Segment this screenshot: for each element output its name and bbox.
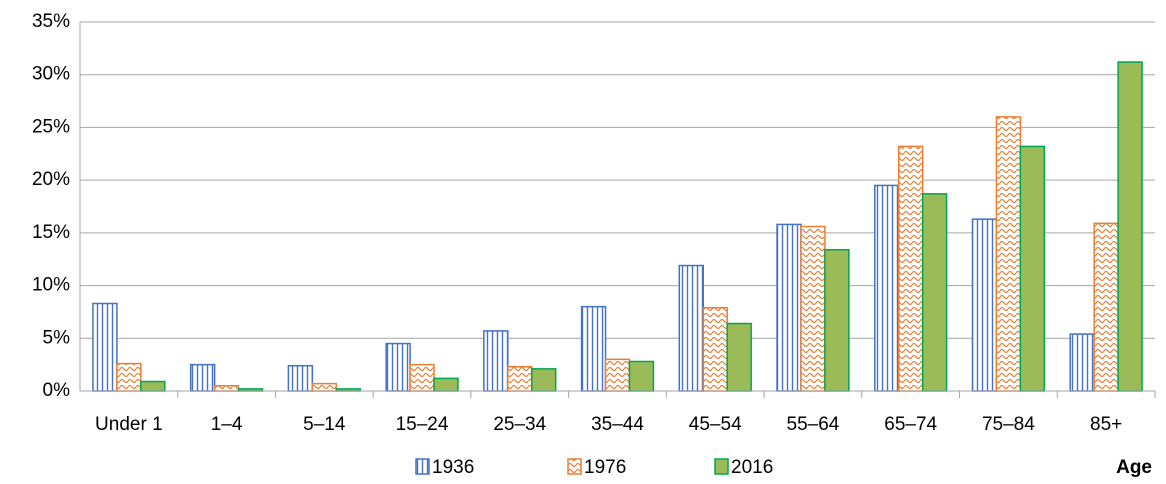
bar [1019,145,1046,392]
bar [800,225,826,392]
x-tick-label: 45–54 [689,414,742,435]
bar [628,360,655,392]
bar [116,362,142,392]
bar [1117,61,1143,392]
legend-swatch [714,458,729,475]
bar [921,193,948,392]
bar [604,358,631,392]
y-tick-label: 35% [32,11,70,32]
y-tick-label: 25% [32,116,70,137]
legend-label: 2016 [731,457,773,478]
x-tick-label: Under 1 [95,414,163,435]
y-tick-label: 20% [32,169,70,190]
bar [433,377,459,392]
x-tick-label: 1–4 [211,414,243,435]
bar [140,380,166,392]
bar [287,364,314,392]
legend-swatch [415,458,430,475]
bar [189,363,216,392]
legend-label: 1936 [432,457,474,478]
y-tick-label: 15% [32,222,70,243]
bar [726,322,752,392]
bar [213,384,240,392]
bar [1069,333,1095,392]
y-tick-label: 5% [43,327,71,348]
y-tick-label: 30% [32,64,70,85]
bar [678,264,705,392]
x-tick-label: 15–24 [396,414,449,435]
x-tick-label: 35–44 [591,414,644,435]
x-tick-label: 25–34 [493,414,546,435]
y-tick-label: 0% [43,380,71,401]
bar [311,382,338,392]
bar [897,145,924,392]
x-tick-label: 75–84 [982,414,1035,435]
bar [385,342,411,392]
bar [702,306,728,392]
x-tick-label: 65–74 [884,414,937,435]
bar [824,248,850,392]
bar [530,368,557,392]
bar [483,330,509,392]
x-tick-label: 85+ [1090,414,1122,435]
bar [92,302,118,392]
y-tick-label: 10% [32,275,70,296]
bar [776,223,802,392]
bar [971,218,998,392]
x-tick-label: 5–14 [303,414,346,435]
bar [874,184,900,392]
bar [409,363,435,392]
legend-swatch [567,458,582,475]
bar [995,116,1022,392]
bar [580,305,607,392]
bar [507,366,533,392]
bar [1093,222,1119,392]
x-axis-label: Age [1116,457,1152,478]
x-tick-label: 55–64 [787,414,840,435]
legend-label: 1976 [584,457,626,478]
